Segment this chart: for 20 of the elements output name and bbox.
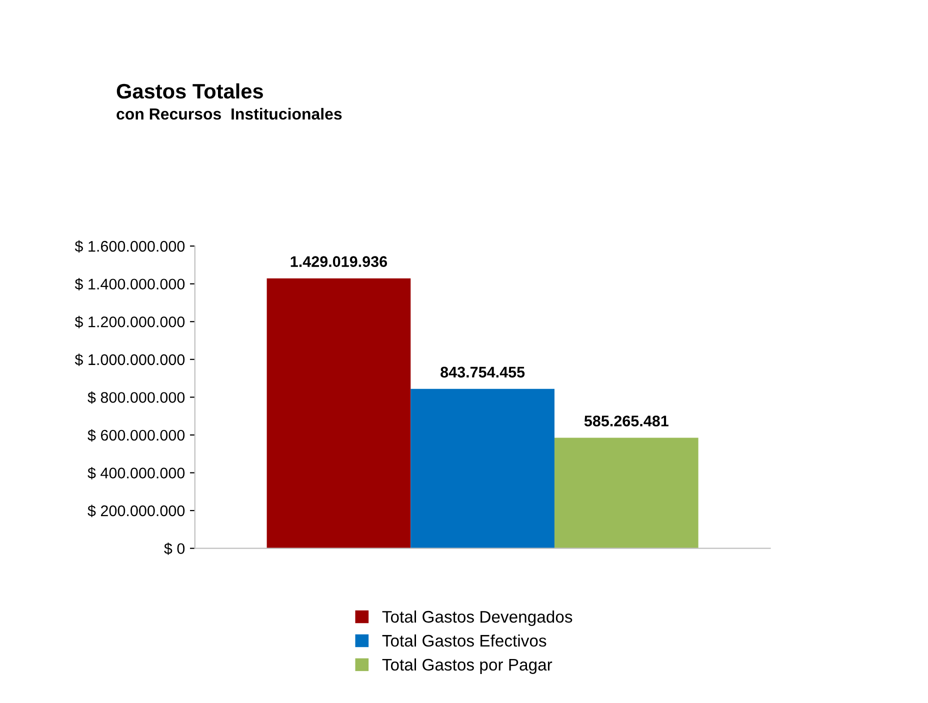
bar bbox=[554, 438, 698, 548]
legend-label: Total Gastos por Pagar bbox=[382, 658, 552, 674]
y-tick-label: $ 400.000.000 bbox=[88, 466, 185, 480]
chart-subtitle: con Recursos Institucionales bbox=[116, 108, 342, 120]
y-tick-label: $ 600.000.000 bbox=[88, 429, 185, 442]
data-label: 843.754.455 bbox=[440, 366, 525, 378]
y-tick-label: $ 1.400.000.000 bbox=[74, 278, 185, 290]
data-label: 1.429.019.936 bbox=[290, 256, 388, 268]
y-tick-label: $ 1.000.000.000 bbox=[74, 354, 185, 366]
y-tick-label: $ 1.200.000.000 bbox=[74, 316, 185, 328]
chart-title: Gastos Totales bbox=[116, 83, 263, 99]
y-tick-label: $ 800.000.000 bbox=[88, 391, 185, 404]
bar bbox=[266, 278, 411, 548]
y-tick-label: $ 200.000.000 bbox=[88, 504, 185, 518]
y-tick-label: $ 0 bbox=[164, 542, 185, 555]
legend-label: Total Gastos Efectivos bbox=[382, 634, 546, 647]
data-label: 585.265.481 bbox=[584, 416, 668, 426]
bar bbox=[410, 388, 554, 548]
y-tick-label: $ 1.600.000.000 bbox=[74, 240, 185, 253]
legend-label: Total Gastos Devengados bbox=[382, 610, 572, 626]
